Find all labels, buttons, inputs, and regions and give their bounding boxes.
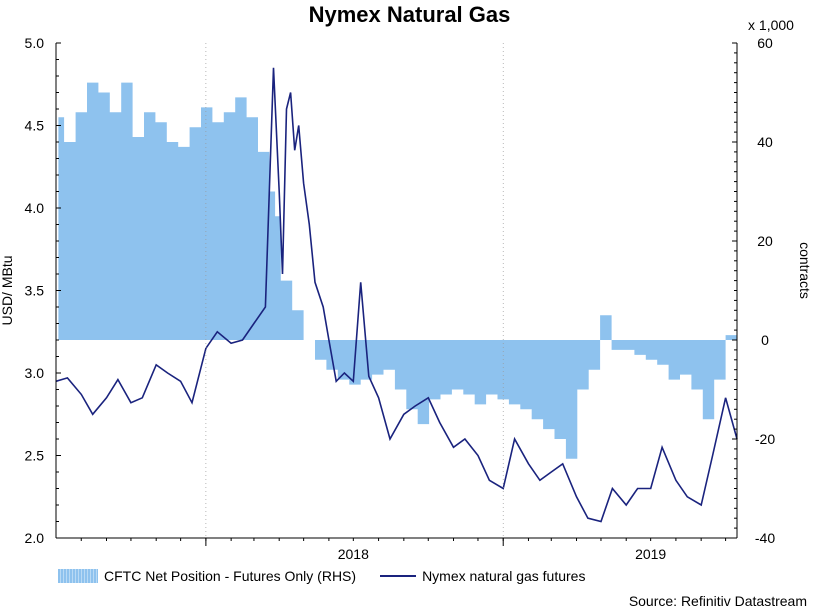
legend: CFTC Net Position - Futures Only (RHS) N…: [58, 568, 585, 584]
y-right-axis-label: contracts: [797, 242, 813, 299]
y-left-tick-label: 2.5: [25, 448, 45, 464]
series-cftc-area: [58, 82, 737, 459]
y-right-tick-label: 0: [761, 332, 769, 348]
legend-swatch-cftc: [58, 569, 98, 583]
y-left-tick-label: 2.0: [25, 530, 45, 546]
legend-label-nymex: Nymex natural gas futures: [422, 568, 586, 584]
chart-title: Nymex Natural Gas: [308, 2, 511, 27]
y-left-tick-label: 4.0: [25, 200, 45, 216]
y-right-unit-label: x 1,000: [748, 17, 794, 33]
y-left-tick-label: 3.5: [25, 283, 45, 299]
y-right-tick-label: -40: [755, 530, 775, 546]
y-left-tick-label: 3.0: [25, 365, 45, 381]
y-left-axis-label: USD/ MBtu: [0, 255, 15, 325]
x-tick-label: 2018: [338, 546, 369, 562]
y-right-tick-label: 20: [757, 233, 773, 249]
y-right-tick-label: -20: [755, 431, 775, 447]
y-right-tick-label: 60: [757, 35, 773, 51]
y-right-tick-label: 40: [757, 134, 773, 150]
legend-label-cftc: CFTC Net Position - Futures Only (RHS): [104, 568, 357, 584]
legend-swatch-nymex: [380, 575, 417, 577]
y-left-tick-label: 4.5: [25, 118, 45, 134]
y-left-tick-label: 5.0: [25, 35, 45, 51]
source-note: Source: Refinitiv Datastream: [628, 593, 807, 609]
x-tick-label: 2019: [635, 546, 666, 562]
